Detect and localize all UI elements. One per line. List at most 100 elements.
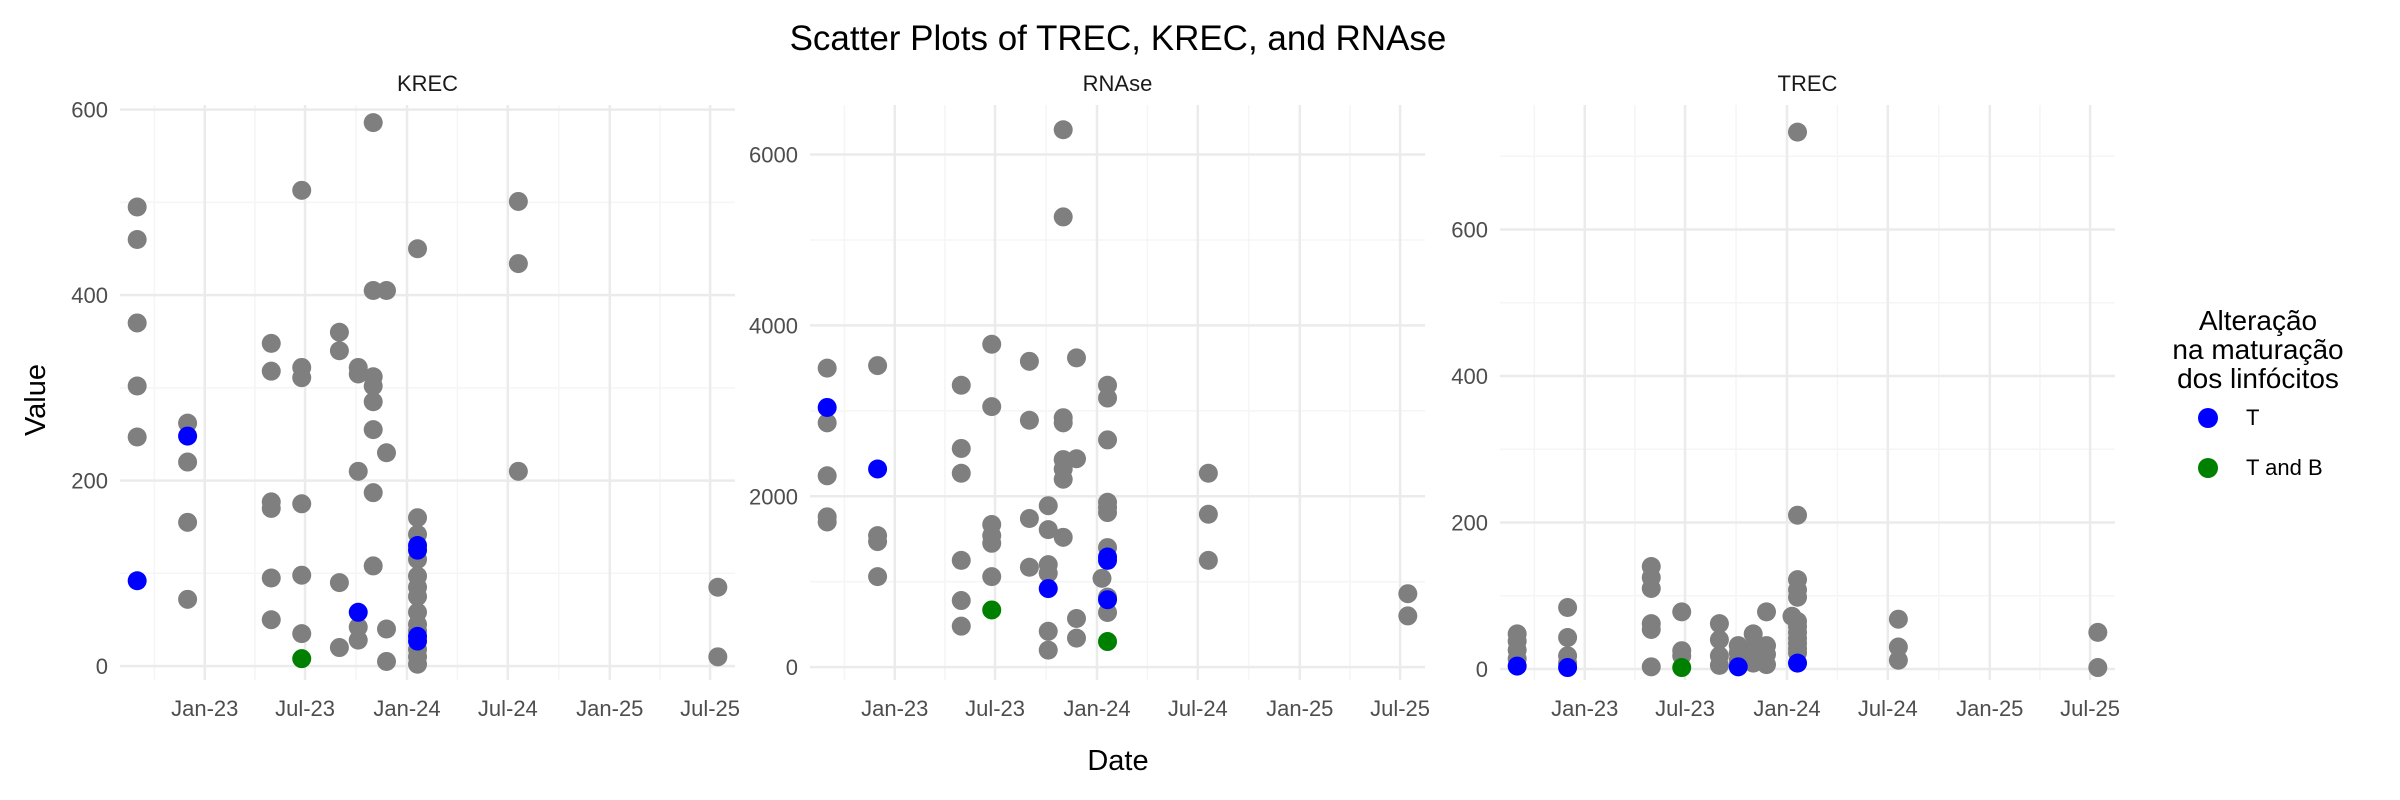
- facet-label: TREC: [1778, 71, 1838, 96]
- x-tick-label: Jul-25: [1370, 696, 1430, 721]
- data-point: [329, 638, 349, 658]
- data-point: [178, 452, 198, 472]
- data-point: [1641, 657, 1661, 677]
- data-point: [408, 508, 428, 528]
- data-point: [127, 229, 147, 249]
- data-point: [363, 376, 383, 396]
- data-point: [408, 654, 428, 674]
- data-point-t-and-b: [1098, 632, 1118, 652]
- data-point: [1053, 207, 1073, 227]
- data-point: [363, 113, 383, 133]
- data-point: [408, 587, 428, 607]
- data-point-t: [178, 426, 198, 446]
- data-point: [1757, 655, 1776, 675]
- data-point: [1888, 609, 1908, 629]
- data-point: [708, 577, 728, 597]
- data-point: [178, 589, 198, 609]
- x-tick-label: Jul-24: [1858, 696, 1918, 721]
- data-point: [1641, 578, 1661, 598]
- data-point: [178, 512, 198, 532]
- data-point: [1709, 614, 1729, 634]
- y-tick-label: 200: [1451, 511, 1488, 536]
- data-point: [868, 532, 888, 552]
- facet-panel-rnase: RNAse 0 2000 4000 6000 Jan-23 Jul-23 Jan-24 Jul-…: [749, 71, 1430, 721]
- data-point: [1888, 650, 1908, 670]
- data-point: [1788, 505, 1808, 525]
- data-point: [1788, 587, 1808, 607]
- data-point-t-and-b: [1672, 658, 1692, 678]
- data-point: [292, 565, 312, 585]
- data-point-t: [1038, 579, 1058, 599]
- data-point: [982, 533, 1002, 553]
- legend-swatch: [2198, 408, 2218, 428]
- y-axis-title: Value: [20, 364, 52, 436]
- data-point: [982, 334, 1002, 354]
- data-point: [363, 556, 383, 576]
- data-point-t: [868, 459, 888, 479]
- data-point: [261, 361, 281, 381]
- data-point: [348, 617, 368, 637]
- data-point: [1398, 606, 1418, 626]
- data-point: [1038, 621, 1058, 641]
- data-point: [1709, 655, 1729, 675]
- x-tick-label: Jan-25: [1266, 696, 1333, 721]
- data-point: [127, 313, 147, 333]
- data-point: [508, 191, 528, 211]
- x-tick-label: Jan-23: [861, 696, 928, 721]
- data-point: [127, 197, 147, 217]
- y-tick-label: 2000: [749, 484, 798, 509]
- data-point: [329, 322, 349, 342]
- x-tick-label: Jul-23: [275, 696, 335, 721]
- data-point: [1558, 628, 1578, 648]
- data-point-t: [348, 602, 368, 622]
- data-point: [1098, 503, 1118, 523]
- data-point: [951, 550, 971, 570]
- x-tick-label: Jul-23: [965, 696, 1025, 721]
- y-tick-label: 400: [1451, 364, 1488, 389]
- data-point-t: [408, 540, 428, 560]
- data-point: [261, 498, 281, 518]
- data-point: [1067, 628, 1086, 648]
- y-tick-label: 6000: [749, 143, 798, 168]
- data-point: [1198, 463, 1218, 483]
- data-point: [1067, 608, 1086, 628]
- data-point: [1053, 527, 1073, 547]
- data-point: [377, 443, 396, 463]
- data-point: [363, 392, 383, 412]
- data-point-t: [1788, 653, 1808, 673]
- data-point: [261, 333, 281, 353]
- x-tick-label: Jul-24: [1168, 696, 1228, 721]
- y-tick-label: 400: [71, 283, 108, 308]
- data-point-t: [1558, 658, 1578, 678]
- data-point: [363, 420, 383, 440]
- facet-panel-trec: TREC 0 200 400 600 Jan-23 Jul-23 Jan-24 Jul-24 Ja…: [1451, 71, 2120, 721]
- data-point: [508, 254, 528, 274]
- x-tick-label: Jan-24: [373, 696, 440, 721]
- x-axis-title: Date: [1087, 745, 1148, 777]
- legend-title-line: na maturação: [2172, 334, 2343, 365]
- data-point: [508, 461, 528, 481]
- data-point-t: [1728, 657, 1748, 677]
- x-tick-label: Jul-25: [2060, 696, 2120, 721]
- x-tick-label: Jul-25: [680, 696, 740, 721]
- legend-label: T and B: [2246, 455, 2323, 480]
- data-point-t-and-b: [982, 600, 1002, 620]
- y-tick-label: 4000: [749, 313, 798, 338]
- data-point: [951, 616, 971, 636]
- data-point: [178, 413, 198, 433]
- y-tick-label: 600: [1451, 218, 1488, 243]
- data-point-t: [817, 397, 837, 417]
- data-point-t: [1098, 550, 1118, 570]
- x-tick-label: Jan-24: [1753, 696, 1820, 721]
- data-point: [292, 180, 312, 200]
- data-point: [1198, 504, 1218, 524]
- data-point: [363, 280, 383, 300]
- data-point: [292, 494, 312, 514]
- data-point: [377, 651, 396, 671]
- data-point: [817, 466, 837, 486]
- data-point: [1038, 496, 1058, 516]
- data-point: [951, 463, 971, 483]
- data-point: [868, 567, 888, 587]
- data-point: [817, 358, 837, 378]
- data-point: [1743, 624, 1763, 644]
